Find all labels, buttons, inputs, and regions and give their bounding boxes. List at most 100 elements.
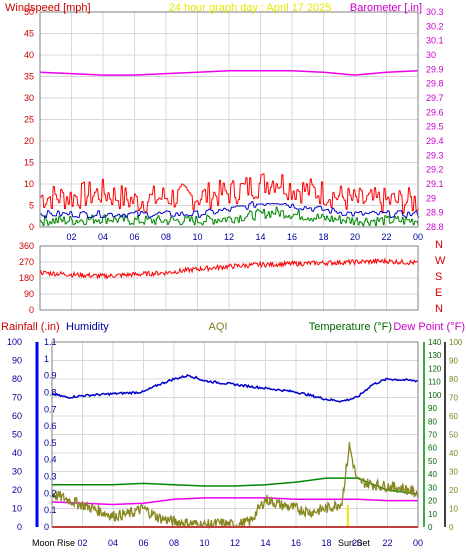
humidity-tick-label: 70 bbox=[12, 393, 22, 403]
humidity-tick-label: 20 bbox=[12, 485, 22, 495]
wind-baro-grid bbox=[40, 11, 419, 228]
aqi-tick-label: 100 bbox=[449, 338, 463, 347]
temperature-tick-label: 60 bbox=[428, 444, 437, 453]
aqi-tick-label: 40 bbox=[449, 449, 458, 458]
temperature-tick-label: 140 bbox=[428, 338, 442, 347]
hour-tick-label: 08 bbox=[169, 538, 179, 548]
humidity-axis-label: Humidity bbox=[66, 321, 109, 333]
barometer-tick-label: 29.5 bbox=[426, 122, 444, 132]
barometer-tick-label: 28.9 bbox=[426, 208, 444, 218]
rainfall-tick-label: 0.3 bbox=[44, 472, 57, 482]
temperature-tick-label: 120 bbox=[428, 364, 442, 373]
temperature-tick-label: 30 bbox=[428, 483, 437, 492]
aqi-tick-label: 80 bbox=[449, 375, 458, 384]
rainfall-tick-label: 0.1 bbox=[44, 505, 57, 515]
temperature-tick-label: 130 bbox=[428, 351, 442, 360]
hour-tick-label: 16 bbox=[291, 538, 301, 548]
compass-label: S bbox=[435, 271, 442, 283]
rainfall-tick-label: 0.7 bbox=[44, 404, 57, 414]
hour-tick-label: 16 bbox=[287, 232, 297, 242]
wind-ticks: 0 5 10 15 20 25 30 35 40 45 50 bbox=[24, 7, 34, 232]
rainfall-tick-label: 1.1 bbox=[44, 337, 57, 347]
hour-tick-label: 02 bbox=[77, 538, 87, 548]
rainfall-tick-label: 0.6 bbox=[44, 421, 57, 431]
direction-ticks: 0 90 180 270 360 bbox=[19, 241, 34, 315]
temperature-tick-label: 50 bbox=[428, 457, 437, 466]
compass-label: N bbox=[435, 303, 443, 315]
barometer-tick-label: 29.3 bbox=[426, 150, 444, 160]
barometer-tick-label: 29.2 bbox=[426, 165, 444, 175]
windspeed-tick-label: 40 bbox=[24, 50, 34, 60]
sun-set-marker-label: Sun Set bbox=[338, 538, 371, 548]
aqi-axis-label: AQI bbox=[209, 321, 228, 333]
barometer-tick-label: 30.3 bbox=[426, 7, 444, 17]
windspeed-tick-label: 30 bbox=[24, 93, 34, 103]
direction-tick-label: 270 bbox=[19, 257, 34, 267]
barometer-tick-label: 29.8 bbox=[426, 79, 444, 89]
moon-rise-marker-label: Moon Rise bbox=[32, 538, 75, 548]
windspeed-tick-label: 0 bbox=[29, 222, 34, 232]
humidity-tick-label: 90 bbox=[12, 356, 22, 366]
aqi-tick-label: 90 bbox=[449, 357, 458, 366]
aqi-tick-label: 70 bbox=[449, 394, 458, 403]
rainfall-tick-label: 0.5 bbox=[44, 438, 57, 448]
humidity-tick-label: 40 bbox=[12, 448, 22, 458]
barometer-tick-label: 29.9 bbox=[426, 64, 444, 74]
wind-x-ticks: 02 04 06 08 10 12 14 16 18 20 22 00 bbox=[66, 232, 423, 242]
direction-tick-label: 0 bbox=[29, 305, 34, 315]
dew-point-line bbox=[51, 497, 418, 506]
windspeed-tick-label: 25 bbox=[24, 115, 34, 125]
wind-direction-line bbox=[39, 257, 419, 280]
aqi-tick-label: 10 bbox=[449, 505, 458, 514]
direction-series bbox=[39, 257, 419, 280]
rainfall-tick-label: 1 bbox=[44, 354, 49, 364]
barometer-tick-label: 29 bbox=[426, 193, 436, 203]
windspeed-tick-label: 45 bbox=[24, 29, 34, 39]
temperature-tick-label: 80 bbox=[428, 417, 437, 426]
humidity-tick-label: 30 bbox=[12, 467, 22, 477]
rain-temp-axes: 010203040506070809010000.10.20.30.40.50.… bbox=[7, 337, 463, 532]
aqi-tick-label: 60 bbox=[449, 412, 458, 421]
hour-tick-label: 22 bbox=[382, 538, 392, 548]
aqi-tick-label: 30 bbox=[449, 468, 458, 477]
barometer-tick-label: 30 bbox=[426, 50, 436, 60]
hour-tick-label: 10 bbox=[199, 538, 209, 548]
chart-title: 24 hour graph day : April 17 2025 bbox=[169, 2, 332, 14]
barometer-tick-label: 29.4 bbox=[426, 136, 444, 146]
direction-frame bbox=[39, 245, 419, 311]
hour-tick-label: 02 bbox=[66, 232, 76, 242]
barometer-tick-label: 30.1 bbox=[426, 36, 444, 46]
humidity-tick-label: 50 bbox=[12, 430, 22, 440]
rainfall-tick-label: 0 bbox=[44, 522, 49, 532]
compass-label: N bbox=[435, 239, 443, 251]
rain-temp-series bbox=[51, 373, 419, 530]
compass-label: W bbox=[435, 255, 446, 267]
baro-ticks: 28.8 28.9 29 29.1 29.2 29.3 29.4 29.5 29.6 29.7 29… bbox=[426, 7, 444, 232]
rainfall-axis-label: Rainfall (.in) bbox=[1, 321, 60, 333]
hour-tick-label: 20 bbox=[352, 538, 362, 548]
rainfall-tick-label: 0.8 bbox=[44, 387, 57, 397]
temperature-tick-label: 40 bbox=[428, 470, 437, 479]
direction-tick-label: 360 bbox=[19, 241, 34, 251]
temperature-tick-label: 20 bbox=[428, 497, 437, 506]
humidity-line bbox=[51, 373, 419, 403]
hour-tick-label: 14 bbox=[260, 538, 270, 548]
windspeed-tick-label: 35 bbox=[24, 72, 34, 82]
hour-tick-label: 20 bbox=[350, 232, 360, 242]
windspeed-tick-label: 5 bbox=[29, 201, 34, 211]
humidity-tick-label: 80 bbox=[12, 374, 22, 384]
hour-tick-label: 04 bbox=[108, 538, 118, 548]
hour-tick-label: 06 bbox=[129, 232, 139, 242]
rainfall-tick-label: 0.4 bbox=[44, 455, 57, 465]
compass-label: E bbox=[435, 287, 442, 299]
wind-speed-line bbox=[40, 206, 419, 227]
aqi-tick-label: 0 bbox=[449, 523, 454, 532]
temperature-axis-label: Temperature (°F) bbox=[309, 321, 392, 333]
temperature-tick-label: 0 bbox=[428, 523, 433, 532]
humidity-tick-label: 100 bbox=[7, 337, 22, 347]
hour-tick-label: 00 bbox=[413, 538, 423, 548]
wind-gust-line bbox=[40, 173, 419, 214]
rain-temp-frame bbox=[51, 341, 419, 528]
dew-point-axis-label: Dew Point (°F) bbox=[393, 321, 465, 333]
